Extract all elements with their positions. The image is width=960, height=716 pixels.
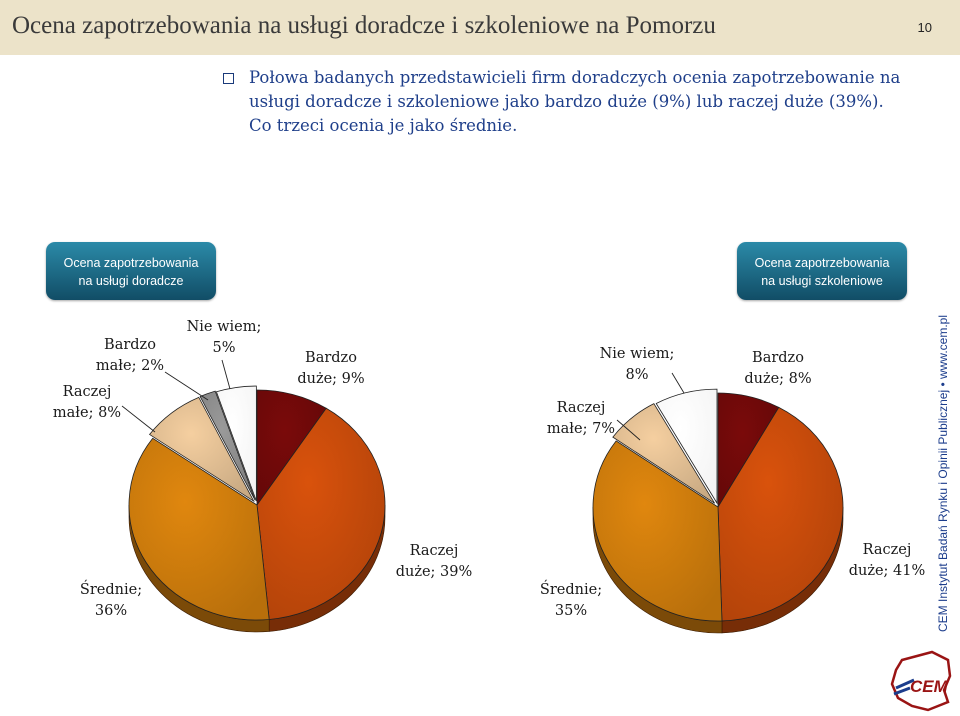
chart-title-line: Ocena zapotrzebowania <box>754 256 890 270</box>
pie-slice-nie-wiem <box>215 385 257 502</box>
data-label-raczej-male: Raczej małe; 8% <box>53 384 121 421</box>
chart-title-line: na usługi szkoleniowe <box>761 274 883 288</box>
data-label-line: Średnie; <box>540 580 602 598</box>
page-title: Ocena zapotrzebowania na usługi doradcze… <box>12 12 716 39</box>
pie-slice-srednie <box>592 440 723 622</box>
data-label-raczej-duze: Raczej duże; 39% <box>396 543 473 580</box>
data-label-line: 8% <box>625 367 648 383</box>
pie-slice-srednie <box>128 437 270 621</box>
data-label-line: Raczej <box>410 543 459 559</box>
data-label-bardzo-duze: Bardzo duże; 9% <box>297 350 364 387</box>
pie-slice-raczej-male <box>612 403 716 504</box>
leader-line <box>671 372 685 394</box>
data-label-line: Bardzo <box>104 337 156 353</box>
pie-chart-2: Bardzo duże; 8% Raczej duże; 41% Średnie; 35%… <box>540 346 926 634</box>
data-label-bardzo-duze: Bardzo duże; 8% <box>744 350 811 387</box>
checkbox-bullet-icon <box>223 73 234 84</box>
data-label-line: Raczej <box>63 384 112 400</box>
leader-line <box>164 371 209 401</box>
data-label-line: duże; 39% <box>396 564 473 580</box>
data-label-line: 36% <box>95 603 127 619</box>
data-label-line: Bardzo <box>305 350 357 366</box>
data-label-nie-wiem: Nie wiem; 5% <box>187 319 262 356</box>
pie-slice-raczej-duze <box>256 407 386 620</box>
data-label-line: Nie wiem; <box>600 346 675 362</box>
data-label-line: duże; 8% <box>744 371 811 387</box>
chart-title-line: na usługi doradcze <box>78 274 184 288</box>
pie-slice-raczej-duze <box>717 406 844 622</box>
data-label-srednie: Średnie; 36% <box>80 580 142 619</box>
leader-line <box>616 419 641 441</box>
data-label-raczej-male: Raczej małe; 7% <box>547 400 615 437</box>
cem-logo: CEM <box>888 650 954 712</box>
data-label-line: 35% <box>555 603 587 619</box>
data-label-line: małe; 8% <box>53 405 121 421</box>
data-label-line: duże; 9% <box>297 371 364 387</box>
data-label-bardzo-male: Bardzo małe; 2% <box>96 337 164 374</box>
data-label-line: 5% <box>212 340 235 356</box>
data-label-raczej-duze: Raczej duże; 41% <box>849 542 926 579</box>
pie-slice-raczej-male <box>148 396 255 503</box>
data-label-line: Bardzo <box>752 350 804 366</box>
intro-text: Połowa badanych przedstawicieli firm dor… <box>249 68 901 135</box>
data-label-line: duże; 41% <box>849 563 926 579</box>
pie-chart-1: Bardzo duże; 9% Raczej duże; 39% Średnie; 36%… <box>53 319 473 633</box>
data-label-nie-wiem: Nie wiem; 8% <box>600 346 675 383</box>
header-bar: Ocena zapotrzebowania na usługi doradcze… <box>0 0 960 55</box>
side-credit: CEM Instytut Badań Rynku i Opinii Public… <box>936 315 950 632</box>
data-label-line: Nie wiem; <box>187 319 262 335</box>
svg-text:CEM: CEM <box>910 677 949 696</box>
pie-slice-bardzo-male <box>199 390 256 501</box>
chart-title-doradcze: Ocena zapotrzebowania na usługi doradcze <box>46 242 216 300</box>
data-label-srednie: Średnie; 35% <box>540 580 602 619</box>
chart-title-szkoleniowe: Ocena zapotrzebowania na usługi szkoleni… <box>737 242 907 300</box>
data-label-line: Średnie; <box>80 580 142 598</box>
data-label-line: małe; 7% <box>547 421 615 437</box>
leader-line <box>221 359 231 390</box>
pie-slice-nie-wiem <box>655 388 718 505</box>
page-number: 10 <box>917 20 932 35</box>
leader-line <box>121 405 156 433</box>
data-label-line: Raczej <box>557 400 606 416</box>
chart-title-line: Ocena zapotrzebowania <box>63 256 199 270</box>
data-label-line: małe; 2% <box>96 358 164 374</box>
data-label-line: Raczej <box>863 542 912 558</box>
